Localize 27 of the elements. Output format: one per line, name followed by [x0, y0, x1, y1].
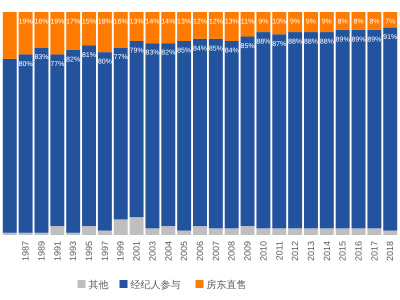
x-tick-label: 2009 [242, 241, 253, 262]
legend-label: 房东直售 [206, 279, 246, 291]
x-tick-label: 2008 [226, 241, 237, 262]
x-tick-label: 2017 [369, 241, 380, 262]
x-tick-label: 1997 [100, 241, 110, 262]
x-tick-label: 2001 [132, 241, 142, 262]
x-tick-label: 1995 [84, 241, 94, 262]
x-tick-label: 2016 [354, 241, 364, 262]
x-tick-label: 2012 [290, 241, 300, 262]
x-tick-label: 2010 [258, 241, 268, 262]
x-tick-label: 2014 [322, 241, 332, 262]
x-tick-label: 1999 [116, 241, 126, 262]
x-tick-label: 1991 [52, 241, 62, 262]
x-tick-label: 2011 [274, 241, 284, 260]
x-tick-label: 2018 [385, 241, 396, 262]
x-tick-label: 2007 [210, 241, 221, 262]
x-tick-label: 2004 [163, 241, 174, 262]
x-tick-label: 2005 [179, 241, 190, 262]
x-tick-label: 2003 [147, 241, 158, 262]
legend-label: 其他 [88, 279, 108, 291]
x-tick-label: 2015 [338, 241, 348, 262]
x-tick-label: 1989 [36, 241, 46, 262]
x-tick-label: 2013 [306, 241, 316, 262]
x-tick-label: 1987 [20, 241, 31, 262]
legend-label: 经纪人参与 [130, 279, 180, 291]
x-tick-label: 1993 [68, 241, 78, 262]
x-tick-label: 2006 [195, 241, 205, 262]
